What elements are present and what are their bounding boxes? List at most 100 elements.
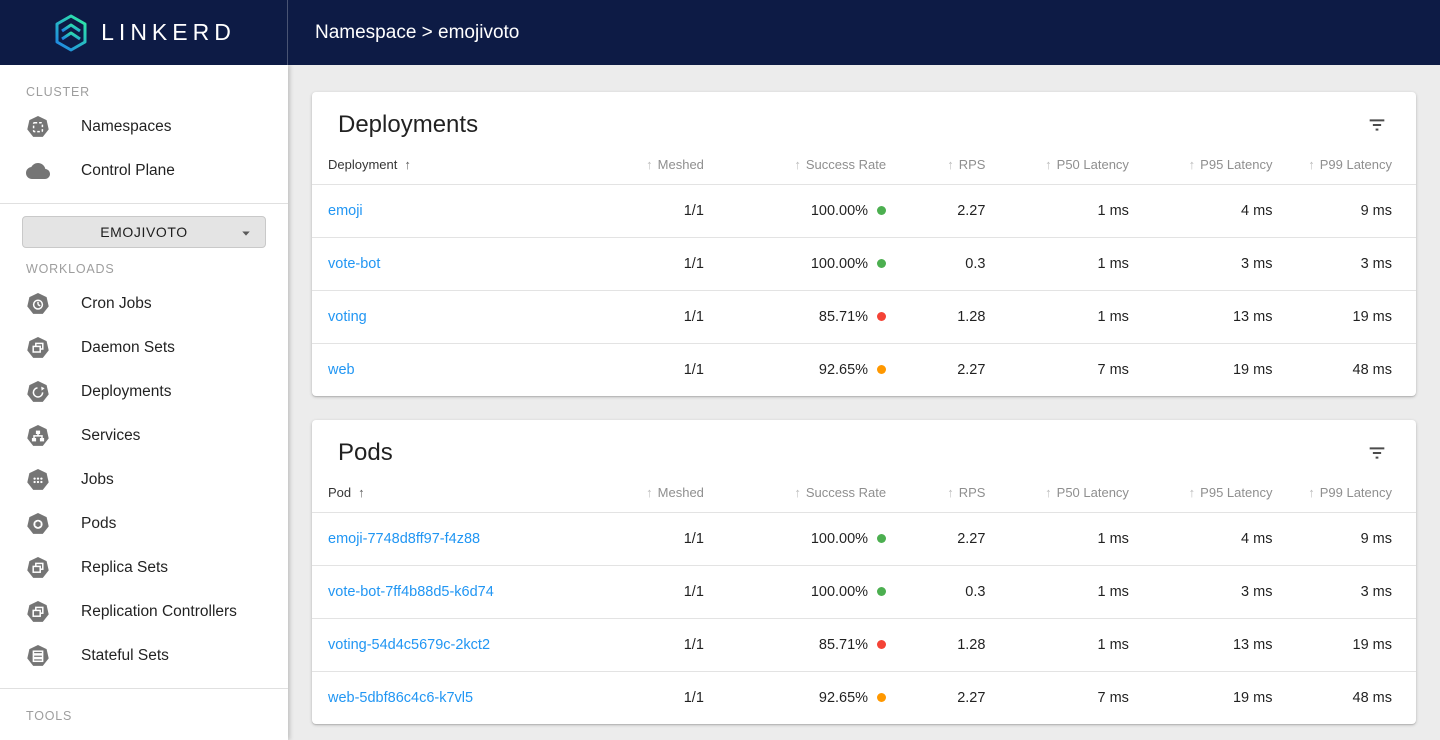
success-rate-dot <box>877 365 887 375</box>
sidebar: CLUSTER Namespaces Control Plane EMOJIVOTO W… <box>0 65 288 740</box>
column-header-rps[interactable]: ↑ RPS <box>886 146 985 184</box>
table-row: voting-54d4c5679c-2kct2 1/1 85.71% 1.28 1 ms… <box>312 618 1416 671</box>
column-header-p50-latency[interactable]: ↑ P50 Latency <box>985 474 1129 512</box>
success-rate-cell: 92.65% <box>704 343 887 396</box>
sidebar-item-replica-sets[interactable]: Replica Sets <box>0 546 288 590</box>
sort-icon: ↑ <box>794 485 801 501</box>
meshed-cell: 1/1 <box>683 308 704 325</box>
sidebar-item-label: Daemon Sets <box>81 339 175 356</box>
p99-latency-cell: 19 ms <box>1352 308 1393 325</box>
pod-link[interactable]: voting-54d4c5679c-2kct2 <box>328 636 491 653</box>
success-rate-dot <box>877 693 887 703</box>
rps-cell: 0.3 <box>965 583 986 600</box>
control-plane-icon <box>26 159 50 183</box>
filter-list-icon[interactable] <box>1362 438 1392 468</box>
column-header-p50-latency[interactable]: ↑ P50 Latency <box>985 146 1129 184</box>
success-rate-cell: 100.00% <box>704 512 887 565</box>
sort-icon: ↑ <box>646 157 653 173</box>
success-rate-dot <box>877 587 887 596</box>
sort-icon: ↑ <box>1188 485 1196 501</box>
linkerd-logo[interactable]: LINKERD <box>0 0 288 65</box>
column-header-label: P95 Latency <box>1200 485 1273 501</box>
column-header-label: Meshed <box>657 157 704 173</box>
meshed-cell: 1/1 <box>683 583 704 600</box>
column-header-success-rate[interactable]: ↑ Success Rate <box>704 474 886 512</box>
column-header-label: P50 Latency <box>1056 485 1129 501</box>
sidebar-item-label: Deployments <box>81 383 172 400</box>
deployment-link[interactable]: web <box>328 361 355 378</box>
p95-latency-cell: 4 ms <box>1241 530 1273 547</box>
meshed-cell: 1/1 <box>683 361 704 378</box>
p99-latency-cell: 9 ms <box>1360 530 1392 547</box>
column-header-meshed[interactable]: ↑ Meshed <box>577 474 704 512</box>
column-header-pod[interactable]: Pod ↑ <box>312 474 577 512</box>
column-header-label: Meshed <box>657 485 704 501</box>
sidebar-item-control-plane[interactable]: Control Plane <box>0 149 288 193</box>
sidebar-item-namespaces[interactable]: Namespaces <box>0 105 288 149</box>
pod-link[interactable]: vote-bot-7ff4b88d5-k6d74 <box>328 583 494 600</box>
column-header-rps[interactable]: ↑ RPS <box>886 474 985 512</box>
sidebar-item-deployments[interactable]: Deployments <box>0 370 288 414</box>
deployment-link[interactable]: vote-bot <box>328 255 381 272</box>
rps-cell: 2.27 <box>957 361 986 378</box>
meshed-cell: 1/1 <box>683 255 704 272</box>
p99-latency-cell: 19 ms <box>1352 636 1393 653</box>
column-header-success-rate[interactable]: ↑ Success Rate <box>704 146 886 184</box>
sidebar-item-cron-jobs[interactable]: Cron Jobs <box>0 282 288 326</box>
sidebar-item-label: Pods <box>81 515 117 532</box>
column-header-p95-latency[interactable]: ↑ P95 Latency <box>1129 474 1273 512</box>
column-header-deployment[interactable]: Deployment ↑ <box>312 146 577 184</box>
sidebar-item-replication-controllers[interactable]: Replication Controllers <box>0 590 288 634</box>
success-rate-value: 100.00% <box>810 202 869 219</box>
pod-link[interactable]: emoji-7748d8ff97-f4z88 <box>328 530 481 547</box>
column-header-meshed[interactable]: ↑ Meshed <box>577 146 704 184</box>
sort-icon: ↑ <box>1045 157 1052 173</box>
column-header-p99-latency[interactable]: ↑ P99 Latency <box>1272 146 1416 184</box>
sort-icon: ↑ <box>947 157 954 173</box>
sort-icon: ↑ <box>1045 485 1052 501</box>
success-rate-cell: 92.65% <box>704 671 887 724</box>
deployment-link[interactable]: voting <box>328 308 367 325</box>
sidebar-item-services[interactable]: Services <box>0 414 288 458</box>
p95-latency-cell: 19 ms <box>1232 689 1273 706</box>
daemon-sets-icon <box>26 336 50 360</box>
column-header-label: Pod <box>328 485 352 501</box>
rps-cell: 2.27 <box>957 689 986 706</box>
app-bar: LINKERD Namespace > emojivoto <box>0 0 1440 65</box>
stateful-sets-icon <box>26 644 50 668</box>
p99-latency-cell: 48 ms <box>1352 361 1393 378</box>
sort-icon: ↑ <box>1308 157 1315 173</box>
sidebar-item-label: Replica Sets <box>81 559 169 576</box>
namespace-selector[interactable]: EMOJIVOTO <box>22 216 266 248</box>
main-content: Deployments Deployment ↑ ↑ Meshed ↑ Success R… <box>288 65 1440 740</box>
success-rate-cell: 100.00% <box>704 184 887 237</box>
sidebar-divider <box>0 688 288 689</box>
sidebar-item-jobs[interactable]: Jobs <box>0 458 288 502</box>
deployments-card-title: Deployments <box>338 111 479 138</box>
pod-link[interactable]: web-5dbf86c4c6-k7vl5 <box>328 689 474 706</box>
sidebar-item-stateful-sets[interactable]: Stateful Sets <box>0 634 288 678</box>
success-rate-value: 92.65% <box>818 689 869 706</box>
deployment-link[interactable]: emoji <box>328 202 363 219</box>
p95-latency-cell: 13 ms <box>1232 636 1273 653</box>
p50-latency-cell: 1 ms <box>1097 530 1129 547</box>
sidebar-item-daemon-sets[interactable]: Daemon Sets <box>0 326 288 370</box>
sort-icon: ↑ <box>1308 485 1315 501</box>
success-rate-value: 85.71% <box>818 636 869 653</box>
column-header-p95-latency[interactable]: ↑ P95 Latency <box>1129 146 1273 184</box>
p50-latency-cell: 1 ms <box>1097 202 1129 219</box>
success-rate-dot <box>877 206 887 215</box>
column-header-p99-latency[interactable]: ↑ P99 Latency <box>1272 474 1416 512</box>
filter-list-icon[interactable] <box>1362 110 1392 140</box>
success-rate-cell: 100.00% <box>704 237 887 290</box>
deployments-card: Deployments Deployment ↑ ↑ Meshed ↑ Success R… <box>312 92 1416 396</box>
linkerd-logo-icon <box>51 12 91 54</box>
meshed-cell: 1/1 <box>683 202 704 219</box>
column-header-label: Success Rate <box>805 485 887 501</box>
p99-latency-cell: 3 ms <box>1360 583 1392 600</box>
sort-icon: ↑ <box>947 485 954 501</box>
sort-icon: ↑ <box>794 157 801 173</box>
section-label-cluster: CLUSTER <box>26 85 90 99</box>
sidebar-item-pods[interactable]: Pods <box>0 502 288 546</box>
namespace-selector-label: EMOJIVOTO <box>100 224 188 240</box>
